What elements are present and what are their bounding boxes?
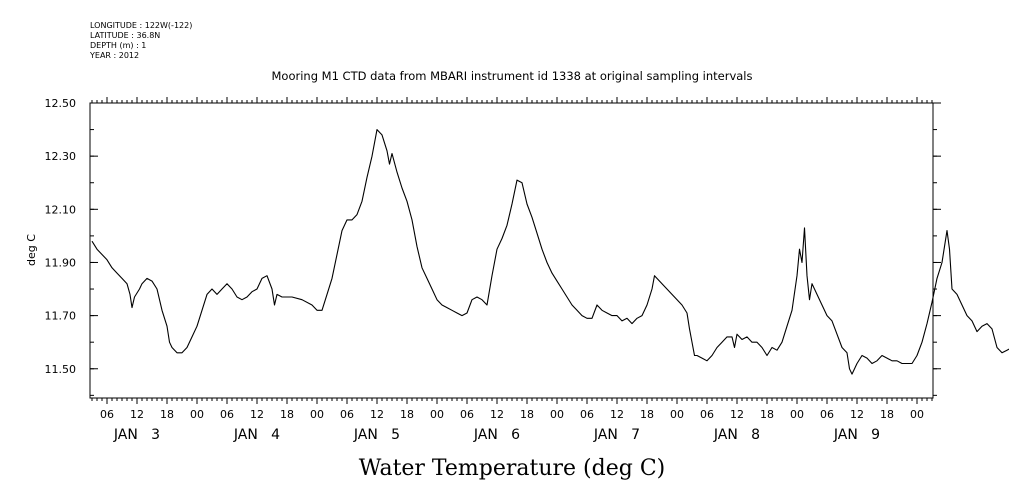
x-hour-tick-label: 06 — [220, 408, 234, 421]
y-tick-label: 12.30 — [45, 150, 77, 163]
x-hour-tick-label: 00 — [790, 408, 804, 421]
y-tick-label: 12.10 — [45, 203, 77, 216]
x-day-label: JAN 3 — [113, 427, 160, 443]
latitude-label: LATITUDE : 36.8N — [90, 31, 161, 40]
plot-frame — [89, 102, 934, 399]
x-day-label: JAN 9 — [833, 427, 880, 443]
temperature-line — [91, 129, 1009, 375]
x-hour-tick-label: 12 — [850, 408, 864, 421]
y-axis-label: deg C — [25, 234, 38, 266]
x-hour-tick-label: 00 — [310, 408, 324, 421]
x-hour-tick-label: 06 — [580, 408, 594, 421]
x-hour-tick-label: 06 — [340, 408, 354, 421]
x-hour-tick-label: 18 — [760, 408, 774, 421]
x-hour-tick-label: 06 — [820, 408, 834, 421]
x-hour-tick-label: 12 — [490, 408, 504, 421]
x-day-label: JAN 8 — [713, 427, 760, 443]
x-hour-tick-label: 18 — [400, 408, 414, 421]
metadata-block: LONGITUDE : 122W(-122) LATITUDE : 36.8N … — [90, 21, 192, 61]
x-hour-tick-label: 06 — [100, 408, 114, 421]
x-hour-tick-label: 12 — [610, 408, 624, 421]
x-day-label: JAN 6 — [473, 427, 520, 443]
y-tick-label: 12.50 — [45, 97, 77, 110]
x-hour-tick-label: 18 — [160, 408, 174, 421]
x-day-label: JAN 4 — [233, 427, 280, 443]
x-hour-tick-label: 12 — [370, 408, 384, 421]
x-hour-tick-label: 06 — [460, 408, 474, 421]
x-day-label: JAN 5 — [353, 427, 400, 443]
x-hour-tick-label: 00 — [190, 408, 204, 421]
depth-label: DEPTH (m) : 1 — [90, 41, 147, 50]
x-hour-tick-label: 06 — [700, 408, 714, 421]
x-hour-tick-label: 18 — [520, 408, 534, 421]
x-day-label: JAN 7 — [593, 427, 640, 443]
x-hour-tick-label: 00 — [550, 408, 564, 421]
x-hour-tick-label: 18 — [880, 408, 894, 421]
x-hour-tick-label: 00 — [910, 408, 924, 421]
longitude-label: LONGITUDE : 122W(-122) — [90, 21, 193, 30]
x-hour-tick-label: 18 — [640, 408, 654, 421]
y-tick-label: 11.50 — [45, 363, 77, 376]
x-hour-tick-label: 12 — [730, 408, 744, 421]
year-label: YEAR : 2012 — [90, 51, 140, 60]
x-hour-tick-label: 12 — [130, 408, 144, 421]
y-tick-label: 11.90 — [45, 256, 77, 269]
x-hour-tick-label: 00 — [670, 408, 684, 421]
x-axis-label: Water Temperature (deg C) — [359, 456, 666, 481]
x-hour-tick-label: 18 — [280, 408, 294, 421]
chart-title: Mooring M1 CTD data from MBARI instrumen… — [272, 69, 753, 83]
x-hour-tick-label: 12 — [250, 408, 264, 421]
y-tick-label: 11.70 — [45, 310, 77, 323]
x-hour-tick-label: 00 — [430, 408, 444, 421]
